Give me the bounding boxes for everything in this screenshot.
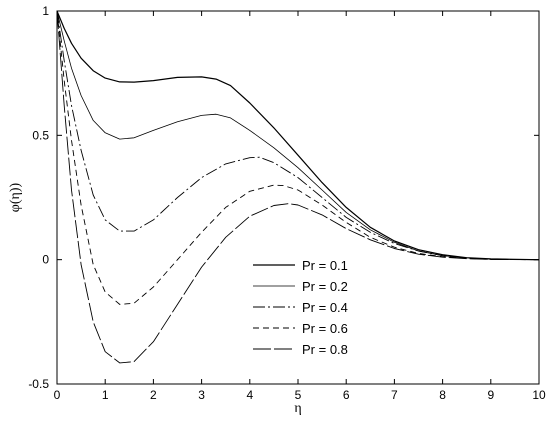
series-line-3 [56, 10, 540, 261]
legend: Pr = 0.1 Pr = 0.2 Pr = 0.4 Pr = 0.6 Pr = 0.8 [250, 253, 360, 364]
legend-item: Pr = 0.6 [253, 321, 348, 336]
y-tick-label: 1 [42, 4, 49, 18]
legend-item: Pr = 0.8 [253, 342, 348, 357]
legend-label: Pr = 0.6 [302, 321, 348, 336]
legend-label: Pr = 0.2 [302, 279, 348, 294]
series-line-2 [56, 10, 540, 261]
legend-item: Pr = 0.2 [253, 279, 348, 294]
series-layer [56, 10, 540, 364]
y-tick-label: -0.5 [28, 377, 49, 391]
y-tick-label: 0 [42, 253, 49, 267]
legend-box [250, 253, 360, 364]
x-tick-label: 3 [198, 388, 205, 402]
x-tick-label: 1 [102, 388, 109, 402]
x-tick-label: 4 [246, 388, 253, 402]
series-line-5 [56, 10, 540, 364]
x-tick-label: 10 [532, 388, 546, 402]
x-tick-label: 8 [439, 388, 446, 402]
x-tick-label: 2 [150, 388, 157, 402]
x-tick-label: 7 [391, 388, 398, 402]
x-tick-label: 5 [295, 388, 302, 402]
y-axis-label: φ(η)) [8, 182, 23, 212]
x-tick-label: 6 [343, 388, 350, 402]
legend-item: Pr = 0.4 [253, 300, 348, 315]
series-line-4 [56, 10, 540, 305]
legend-label: Pr = 0.8 [302, 342, 348, 357]
legend-label: Pr = 0.4 [302, 300, 348, 315]
x-tick-label: 9 [487, 388, 494, 402]
y-tick-label: 0.5 [32, 128, 49, 142]
x-tick-label: 0 [54, 388, 61, 402]
legend-item: Pr = 0.1 [253, 258, 348, 273]
x-axis-label: η [294, 401, 301, 416]
series-line-1 [56, 10, 540, 261]
legend-label: Pr = 0.1 [302, 258, 348, 273]
axis-ticks: 0 1 2 3 4 5 6 7 8 9 10 -0.5 0 0.5 1 [28, 4, 546, 402]
